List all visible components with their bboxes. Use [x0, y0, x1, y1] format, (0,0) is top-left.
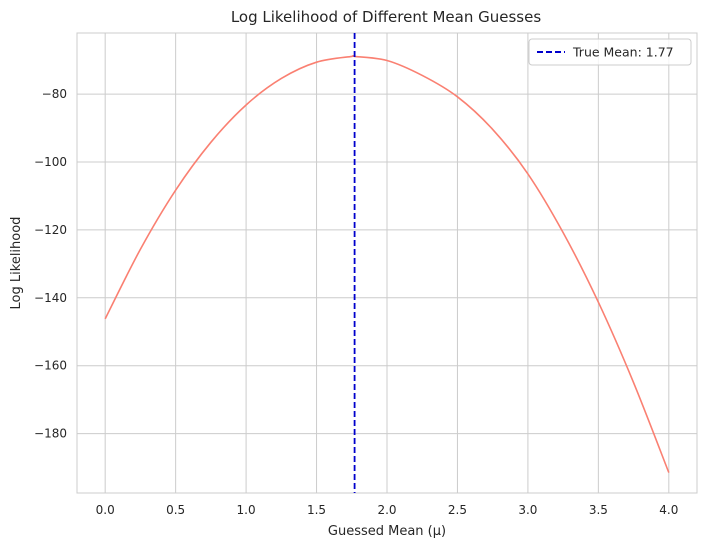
plot-frame	[76, 32, 698, 494]
x-tick-label: 4.0	[659, 503, 678, 517]
y-tick-label: −180	[34, 427, 67, 441]
grid	[77, 33, 697, 493]
log-likelihood-curve	[104, 55, 670, 473]
x-tick-label: 3.5	[589, 503, 608, 517]
x-tick-label: 1.0	[237, 503, 256, 517]
y-tick-label: −120	[34, 223, 67, 237]
y-tick-label: −100	[34, 155, 67, 169]
y-tick-label: −140	[34, 291, 67, 305]
x-tick-labels: 0.0 0.5 1.0 1.5 2.0 2.5 3.0 3.5 4.0	[96, 503, 679, 517]
x-axis-label: Guessed Mean (μ)	[328, 524, 446, 539]
x-tick-label: 1.5	[307, 503, 326, 517]
x-tick-label: 2.5	[448, 503, 467, 517]
x-tick-label: 0.0	[96, 503, 115, 517]
chart-title: Log Likelihood of Different Mean Guesses	[231, 8, 542, 26]
x-tick-label: 3.0	[518, 503, 537, 517]
y-tick-label: −80	[42, 87, 67, 101]
x-tick-label: 0.5	[166, 503, 185, 517]
legend-box	[528, 38, 692, 66]
x-tick-label: 2.0	[377, 503, 396, 517]
legend-label-true-mean: True Mean: 1.77	[572, 45, 674, 60]
legend: True Mean: 1.77	[528, 38, 692, 66]
y-axis-label: Log Likelihood	[9, 217, 24, 310]
y-tick-labels: −80 −100 −120 −140 −160 −180	[34, 87, 67, 440]
y-tick-label: −160	[34, 359, 67, 373]
series-lines	[104, 55, 670, 473]
